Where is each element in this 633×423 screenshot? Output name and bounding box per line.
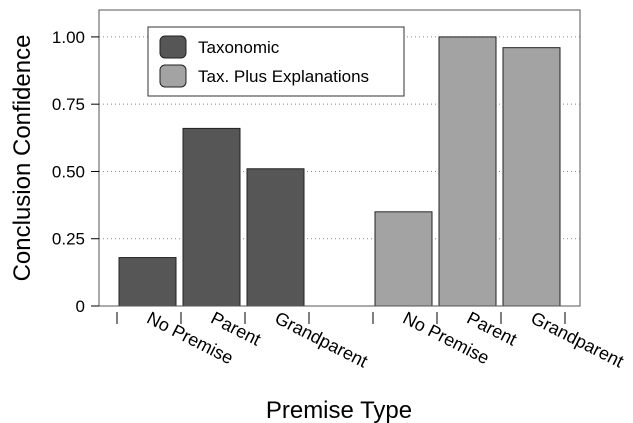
legend: Taxonomic Tax. Plus Explanations — [147, 26, 405, 97]
bar — [182, 127, 241, 307]
bar — [502, 47, 561, 307]
x-tick-label: Grandparent — [272, 308, 371, 372]
legend-label: Taxonomic — [198, 38, 280, 57]
legend-box — [147, 26, 405, 97]
y-axis-title: Conclusion Confidence — [9, 35, 36, 282]
axes — [91, 36, 566, 324]
bar — [438, 36, 497, 307]
legend-label: Tax. Plus Explanations — [198, 67, 369, 86]
y-tick-label: 1.00 — [52, 28, 85, 47]
x-axis-title: Premise Type — [266, 397, 412, 423]
plot-frame — [98, 9, 581, 307]
bar — [118, 257, 177, 307]
y-tick-label: 0 — [76, 297, 85, 316]
y-tick-label: 0.75 — [52, 95, 85, 114]
legend-swatch — [159, 35, 187, 59]
bars — [118, 36, 561, 307]
y-tick-label: 0.25 — [52, 230, 85, 249]
y-tick-label: 0.50 — [52, 162, 85, 181]
bar — [246, 168, 305, 307]
bar — [374, 211, 433, 307]
legend-swatch — [159, 64, 187, 88]
y-tick-labels: 0 0.25 0.50 0.75 1.00 — [52, 28, 85, 316]
x-tick-label: Grandparent — [528, 308, 627, 372]
